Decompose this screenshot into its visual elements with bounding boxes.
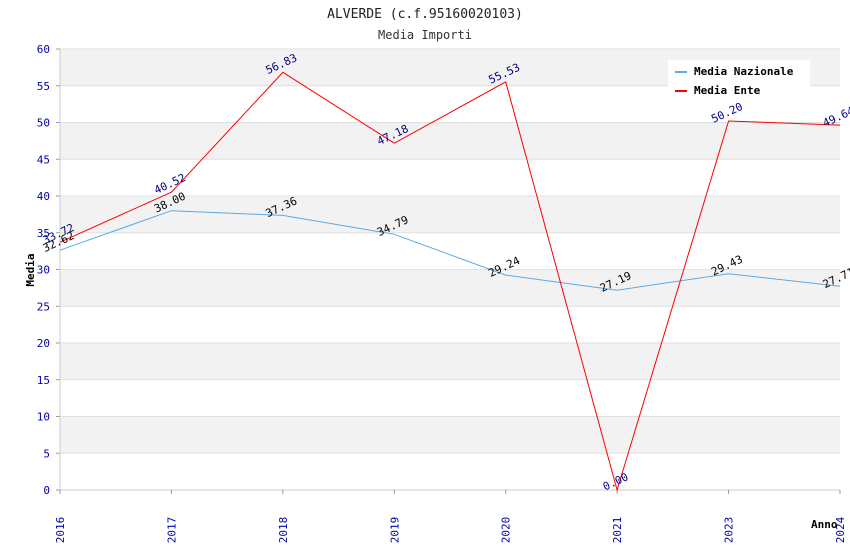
axes [56, 48, 841, 494]
plot-band [60, 122, 840, 160]
x-tick-label: 2017 [165, 517, 178, 544]
plot-band [60, 343, 840, 380]
series-line-media-nazionale [59, 210, 841, 291]
plot-band [60, 196, 840, 233]
y-tick-label: 25 [37, 300, 50, 313]
x-tick-label: 2019 [388, 517, 401, 544]
legend-label-media-nazionale: Media Nazionale [694, 65, 794, 78]
y-tick-label: 55 [37, 80, 50, 93]
y-tick-label: 60 [37, 43, 50, 56]
plot-band [60, 379, 840, 417]
plot-band [60, 232, 840, 270]
x-tick-label: 2016 [54, 517, 67, 544]
x-tick-label: 2024 [834, 516, 847, 543]
chart-subtitle: Media Importi [378, 28, 472, 42]
x-tick-label: 2020 [500, 517, 513, 544]
x-tick-labels: 2016 2017 2018 2019 2020 2021 2023 2024 [54, 516, 847, 543]
y-tick-labels: 0 5 10 15 20 25 30 35 40 45 50 55 60 [37, 43, 50, 497]
plot-band [60, 269, 840, 307]
legend-box [668, 60, 810, 100]
y-tick-label: 20 [37, 337, 50, 350]
x-tick-label: 2023 [723, 517, 736, 544]
chart-title: ALVERDE (c.f.95160020103) [327, 7, 523, 22]
y-tick-label: 10 [37, 411, 50, 424]
y-tick-label: 50 [37, 117, 50, 130]
plot-band [60, 159, 840, 196]
y-axis-label: Media [24, 253, 37, 286]
series-line-media-ente [59, 71, 841, 492]
plot-band [60, 453, 840, 490]
x-axis-label: Anno [811, 518, 838, 531]
y-tick-label: 45 [37, 153, 50, 166]
series-lines [59, 71, 841, 492]
x-tick-label: 2018 [277, 517, 290, 544]
y-tick-label: 35 [37, 227, 50, 240]
y-tick-label: 15 [37, 374, 50, 387]
y-tick-label: 5 [43, 447, 50, 460]
legend: Media Nazionale Media Ente [668, 60, 810, 100]
y-tick-label: 30 [37, 264, 50, 277]
plot-band [60, 306, 840, 343]
plot-background-bands [60, 49, 840, 490]
y-tick-label: 40 [37, 190, 50, 203]
y-tick-label: 0 [43, 484, 50, 497]
legend-label-media-ente: Media Ente [694, 84, 761, 97]
x-tick-label: 2021 [611, 517, 624, 544]
plot-band [60, 416, 840, 454]
